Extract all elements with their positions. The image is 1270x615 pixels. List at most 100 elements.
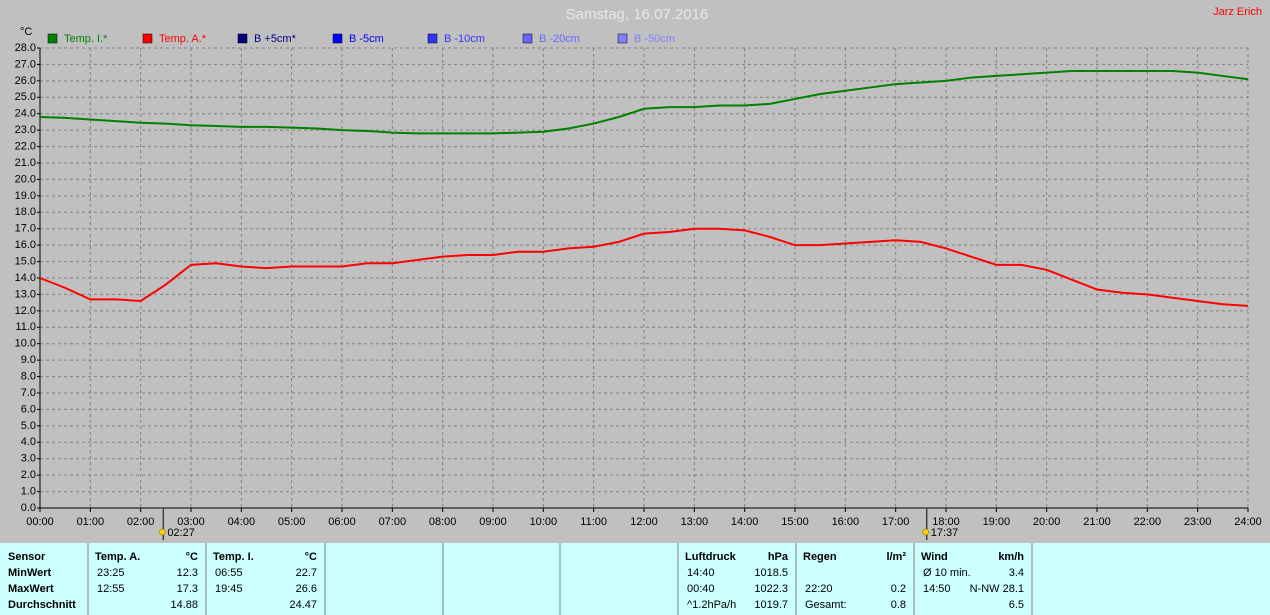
group-unit: km/h [998,551,1024,563]
x-tick-label: 00:00 [26,516,54,528]
y-tick-label: 3.0 [21,453,36,465]
y-tick-label: 2.0 [21,469,36,481]
y-tick-label: 7.0 [21,387,36,399]
y-tick-label: 8.0 [21,370,36,382]
legend-label: Temp. A.* [159,33,207,45]
cell-label: 06:55 [215,567,243,579]
cell-label: 22:20 [805,583,833,595]
row-label: MinWert [8,567,52,579]
legend-swatch [142,33,153,44]
cell-value: 1019.7 [754,599,788,611]
cell-value: 3.4 [1009,567,1024,579]
group-title: Luftdruck [685,551,737,563]
group-title: Temp. A. [95,551,140,563]
sun-time: 02:27 [167,527,195,539]
cell-label: 12:55 [97,583,125,595]
cell-value: N-NW 28.1 [970,583,1024,595]
y-tick-label: 10.0 [15,338,36,350]
group-unit: °C [305,551,317,563]
x-tick-label: 14:00 [731,516,759,528]
cell-label: ^1.2hPa/h [687,599,736,611]
cell-label: Ø 10 min. [923,567,971,579]
legend-swatch [522,33,533,44]
x-tick-label: 21:00 [1083,516,1111,528]
x-tick-label: 03:00 [177,516,205,528]
cell-label: Gesamt: [805,599,847,611]
y-tick-label: 9.0 [21,354,36,366]
legend-swatch [617,33,628,44]
row-label: MaxWert [8,583,54,595]
y-tick-label: 21.0 [15,157,36,169]
legend-swatch [332,33,343,44]
cell-value: 1018.5 [754,567,788,579]
sun-time: 17:37 [931,527,959,539]
x-tick-label: 04:00 [228,516,256,528]
y-tick-label: 23.0 [15,124,36,136]
cell-value: 6.5 [1009,599,1024,611]
legend-label: B -20cm [539,33,580,45]
y-tick-label: 12.0 [15,305,36,317]
cell-label: 00:40 [687,583,715,595]
cell-label: 19:45 [215,583,243,595]
legend-label: B +5cm* [254,33,297,45]
x-tick-label: 06:00 [328,516,356,528]
legend-label: B -50cm [634,33,675,45]
y-tick-label: 4.0 [21,436,36,448]
legend-label: Temp. I.* [64,33,108,45]
y-tick-label: 17.0 [15,223,36,235]
y-tick-label: 20.0 [15,173,36,185]
y-tick-label: 1.0 [21,485,36,497]
cell-value: 26.6 [296,583,317,595]
y-tick-label: 26.0 [15,75,36,87]
x-tick-label: 24:00 [1234,516,1262,528]
x-tick-label: 18:00 [932,516,960,528]
x-tick-label: 19:00 [983,516,1011,528]
cell-value: 14.88 [170,599,198,611]
y-axis-label: °C [20,26,32,38]
y-tick-label: 28.0 [15,42,36,54]
x-tick-label: 13:00 [681,516,709,528]
x-tick-label: 23:00 [1184,516,1212,528]
x-tick-label: 07:00 [379,516,407,528]
y-tick-label: 5.0 [21,420,36,432]
x-tick-label: 02:00 [127,516,155,528]
group-unit: l/m² [886,551,906,563]
y-tick-label: 27.0 [15,58,36,70]
y-tick-label: 14.0 [15,272,36,284]
author: Jarz Erich [1213,6,1262,18]
legend-label: B -5cm [349,33,384,45]
group-title: Temp. I. [213,551,254,563]
sun-icon [922,528,929,536]
y-tick-label: 15.0 [15,255,36,267]
cell-label: 23:25 [97,567,125,579]
x-tick-label: 20:00 [1033,516,1061,528]
y-tick-label: 22.0 [15,140,36,152]
series-line [39,227,1249,307]
x-tick-label: 22:00 [1134,516,1162,528]
x-tick-label: 11:00 [580,516,607,528]
legend-swatch [427,33,438,44]
group-title: Regen [803,551,837,563]
group-unit: °C [186,551,198,563]
x-tick-label: 05:00 [278,516,306,528]
legend-swatch [47,33,58,44]
y-tick-label: 16.0 [15,239,36,251]
cell-value: 0.8 [891,599,906,611]
y-tick-label: 24.0 [15,108,36,120]
cell-value: 24.47 [289,599,317,611]
stats-panel [0,543,1270,615]
sun-icon [159,528,166,536]
y-tick-label: 0.0 [21,502,36,514]
x-tick-label: 15:00 [781,516,809,528]
x-tick-label: 16:00 [832,516,860,528]
x-tick-label: 08:00 [429,516,457,528]
cell-label: 14:40 [687,567,715,579]
series-line [39,70,1249,135]
x-tick-label: 12:00 [630,516,658,528]
group-unit: hPa [768,551,789,563]
cell-value: 0.2 [891,583,906,595]
y-tick-label: 11.0 [15,321,36,333]
